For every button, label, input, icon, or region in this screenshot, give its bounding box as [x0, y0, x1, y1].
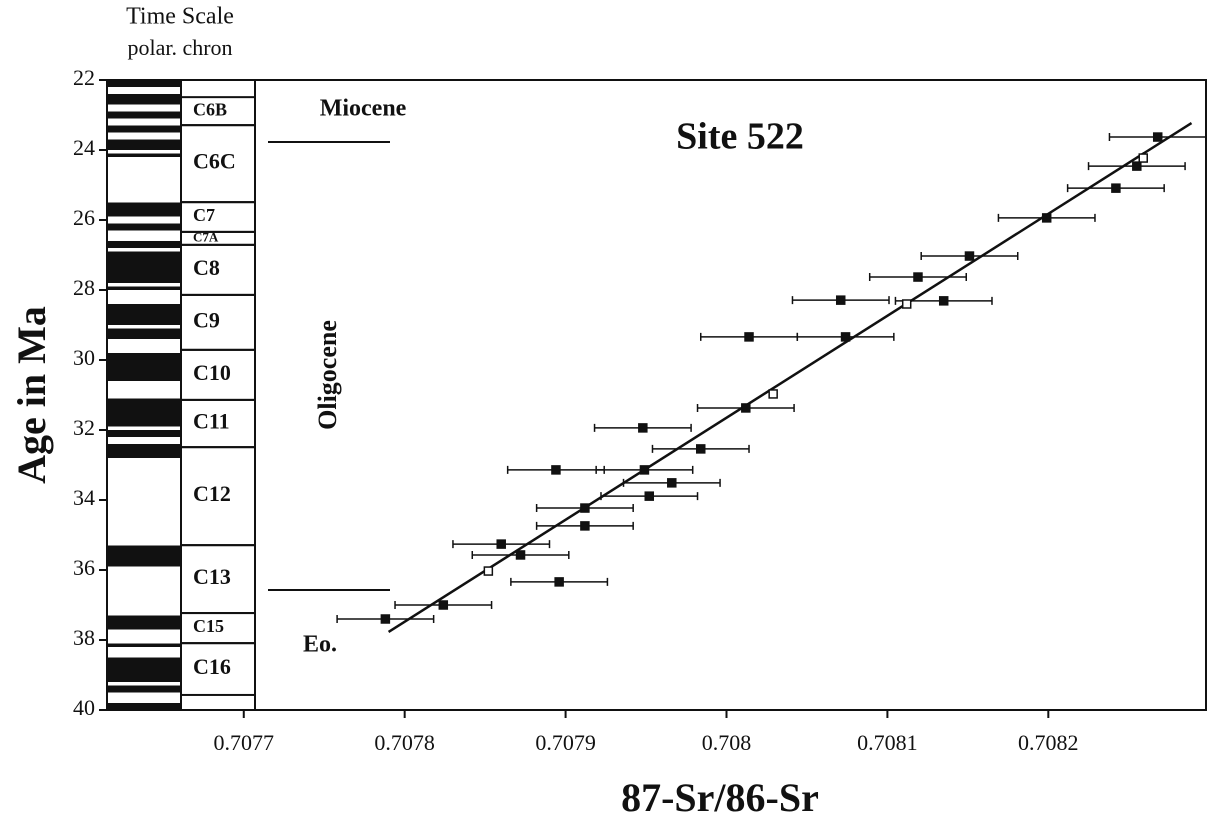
data-point [1111, 183, 1121, 193]
x-tick-label: 0.7079 [535, 730, 596, 755]
y-tick-label: 30 [73, 345, 95, 370]
data-point [639, 465, 650, 475]
chron-label: C8 [193, 255, 220, 280]
y-axis-label: Age in Ma [9, 306, 54, 484]
header: Time Scale [126, 4, 234, 30]
chron-label: C9 [193, 307, 220, 332]
y-tick-label: 28 [73, 275, 95, 300]
epoch-label: Eo. [303, 632, 337, 658]
polarity-band [107, 286, 181, 290]
chron-label: C15 [193, 616, 224, 636]
y-tick-label: 38 [73, 625, 95, 650]
data-point [913, 272, 923, 282]
polarity-band [107, 328, 181, 339]
data-point [1138, 153, 1148, 163]
polarity-band [107, 657, 181, 682]
chron-label: C11 [193, 409, 230, 434]
data-point [638, 423, 648, 433]
data-point [554, 577, 564, 587]
subheader: polar. chron [127, 35, 232, 60]
polarity-band [107, 444, 181, 458]
x-tick-label: 0.7077 [214, 730, 275, 755]
x-tick-label: 0.708 [702, 730, 752, 755]
polarity-band [107, 241, 181, 248]
x-tick-label: 0.7078 [374, 730, 435, 755]
chron-label: C13 [193, 564, 231, 589]
data-point [1041, 213, 1052, 223]
chron-label: C6C [193, 149, 236, 174]
chron-label: C12 [193, 481, 231, 506]
chron-label: C6B [193, 99, 227, 119]
data-point [551, 465, 561, 475]
y-tick-label: 40 [73, 695, 95, 720]
y-tick-label: 36 [73, 555, 95, 580]
fit-line [387, 121, 1193, 634]
polarity-band [107, 94, 181, 105]
polarity-band [107, 304, 181, 325]
data-point [483, 566, 494, 576]
polarity-band [107, 80, 181, 87]
y-tick-label: 32 [73, 415, 95, 440]
data-point [835, 295, 846, 305]
data-point [938, 296, 949, 306]
data-point [901, 299, 912, 309]
chart-title: Site 522 [676, 116, 804, 158]
y-tick-label: 22 [73, 65, 95, 90]
polarity-band [107, 125, 181, 133]
data-point [496, 539, 506, 549]
polarity-band [107, 615, 181, 630]
polarity-band [107, 430, 181, 437]
polarity-band [107, 223, 181, 231]
epoch-label: Miocene [320, 96, 407, 122]
data-point [744, 332, 754, 342]
chron-label: C10 [193, 360, 231, 385]
polarity-band [107, 643, 181, 647]
polarity-band [107, 353, 181, 381]
plot-frame [106, 79, 1207, 711]
chron-label: C7 [193, 205, 215, 225]
chron-label: C7A [193, 229, 219, 244]
data-point [741, 403, 751, 413]
data-point [667, 478, 677, 488]
data-point [580, 503, 590, 513]
data-point [768, 389, 778, 399]
polarity-band [107, 703, 181, 710]
polarity-band [107, 398, 181, 427]
data-point [964, 251, 975, 261]
data-point [580, 521, 590, 531]
polarity-band [107, 251, 181, 283]
polarity-band [107, 111, 181, 119]
data-point [1152, 132, 1163, 142]
polarity-band [107, 139, 181, 150]
data-point [644, 491, 655, 501]
data-point [515, 550, 526, 560]
data-point [438, 600, 449, 610]
chron-label: C16 [193, 654, 231, 679]
polarity-band [107, 685, 181, 693]
data-point [1132, 161, 1142, 171]
data-point [380, 614, 391, 624]
polarity-band [107, 153, 181, 157]
polarity-band [107, 545, 181, 567]
epoch-label: Oligocene [313, 320, 342, 430]
x-axis-label: 87-Sr/86-Sr [621, 775, 819, 820]
y-tick-label: 24 [73, 135, 95, 160]
y-tick-label: 26 [73, 205, 95, 230]
y-tick-label: 34 [73, 485, 95, 510]
x-tick-label: 0.7082 [1018, 730, 1079, 755]
polarity-band [107, 202, 181, 217]
x-tick-label: 0.7081 [857, 730, 918, 755]
data-point [695, 444, 706, 454]
data-point [840, 332, 851, 342]
